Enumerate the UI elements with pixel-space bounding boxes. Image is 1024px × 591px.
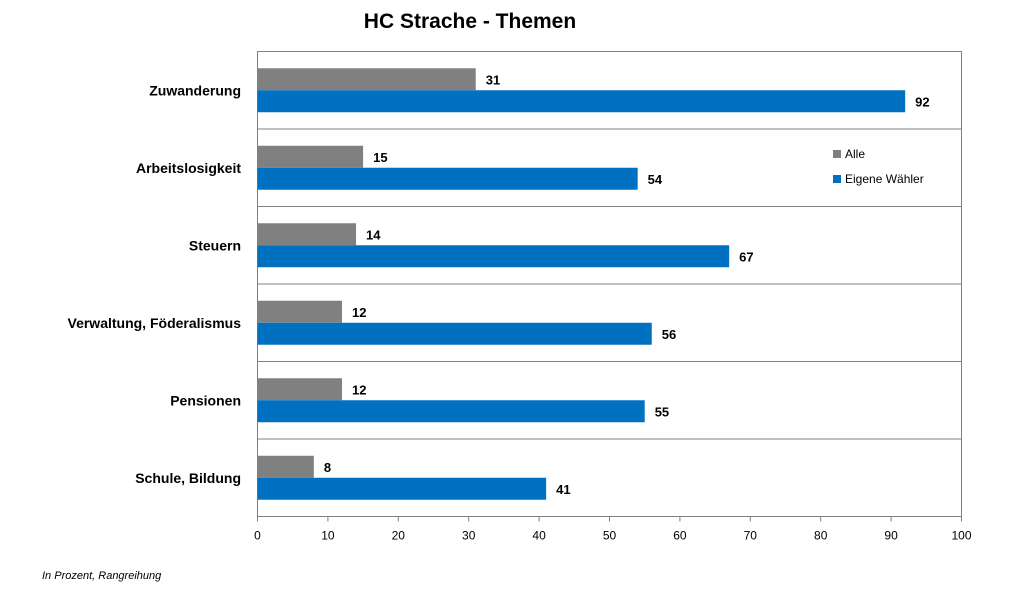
data-label: 56 (662, 327, 676, 342)
legend-swatch (833, 175, 841, 183)
chart-title: HC Strache - Themen (364, 10, 576, 33)
x-tick-label: 100 (951, 529, 971, 543)
legend-label: Eigene Wähler (845, 172, 924, 186)
x-tick-label: 20 (392, 529, 406, 543)
data-label: 41 (556, 482, 570, 497)
data-label: 54 (648, 172, 663, 187)
category-label: Arbeitslosigkeit (136, 160, 241, 176)
bar-eigene-waehler (257, 400, 645, 423)
category-label: Zuwanderung (149, 82, 241, 98)
data-label: 8 (324, 460, 331, 475)
data-label: 55 (655, 404, 669, 419)
x-tick-label: 50 (603, 529, 617, 543)
data-label: 14 (366, 227, 381, 242)
legend: Alle Eigene Wähler (833, 147, 924, 186)
bar-eigene-waehler (257, 245, 730, 268)
bar-eigene-waehler (257, 167, 638, 190)
data-label: 67 (739, 249, 753, 264)
bar-eigene-waehler (257, 477, 547, 500)
category-label: Pensionen (170, 392, 241, 408)
data-label: 15 (373, 150, 387, 165)
x-tick-label: 0 (254, 529, 261, 543)
bar-alle (257, 300, 342, 323)
category-label: Verwaltung, Föderalismus (68, 315, 242, 331)
data-label: 12 (352, 305, 366, 320)
category-label: Schule, Bildung (135, 470, 241, 486)
x-tick-label: 80 (814, 529, 828, 543)
bar-alle (257, 223, 357, 246)
x-tick-label: 40 (532, 529, 546, 543)
bar-eigene-waehler (257, 90, 906, 113)
footnote: In Prozent, Rangreihung (42, 570, 162, 582)
data-label: 12 (352, 382, 366, 397)
x-tick-label: 10 (321, 529, 335, 543)
bar-alle (257, 68, 476, 91)
bar-alle (257, 378, 342, 401)
category-label: Steuern (189, 237, 241, 253)
legend-swatch (833, 150, 841, 158)
data-label: 92 (915, 94, 929, 109)
bar-alle (257, 455, 314, 478)
x-tick-label: 60 (673, 529, 687, 543)
x-tick-label: 90 (884, 529, 898, 543)
bar-alle (257, 145, 364, 168)
bar-eigene-waehler (257, 322, 652, 345)
legend-label: Alle (845, 147, 865, 161)
x-tick-label: 70 (744, 529, 758, 543)
data-label: 31 (486, 72, 500, 87)
x-tick-label: 30 (462, 529, 476, 543)
